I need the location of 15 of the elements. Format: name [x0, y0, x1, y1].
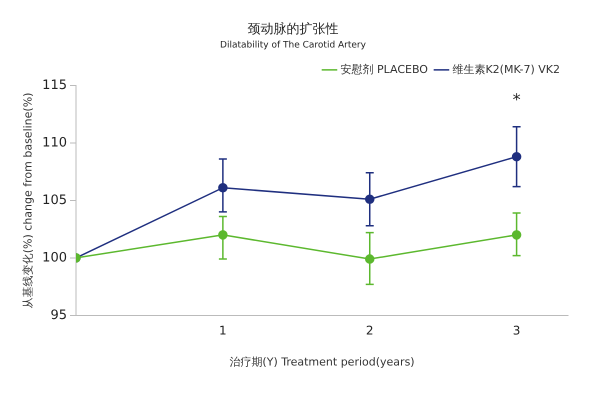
y-tick-label: 110 [42, 135, 68, 150]
annotation: * [512, 90, 521, 109]
chart-title: 颈动脉的扩张性 [248, 22, 338, 38]
x-tick-label: 3 [512, 324, 520, 338]
y-tick-label: 100 [42, 250, 68, 266]
legend-label: 维生素K2(MK-7) VK2 [452, 62, 560, 76]
x-tick-label: 1 [219, 324, 227, 338]
x-tick-label: 2 [366, 324, 374, 338]
legend-label: 安慰剂 PLACEBO [340, 62, 428, 76]
y-axis-title: 从基线变化(%) change from baseline(%) [21, 92, 34, 308]
chart-subtitle: Dilatability of The Carotid Artery [220, 40, 367, 50]
y-tick-label: 105 [42, 192, 68, 208]
x-axis-title: 治疗期(Y) Treatment period(years) [229, 355, 415, 368]
y-tick-label: 95 [50, 308, 68, 323]
y-tick-label: 115 [42, 78, 68, 93]
